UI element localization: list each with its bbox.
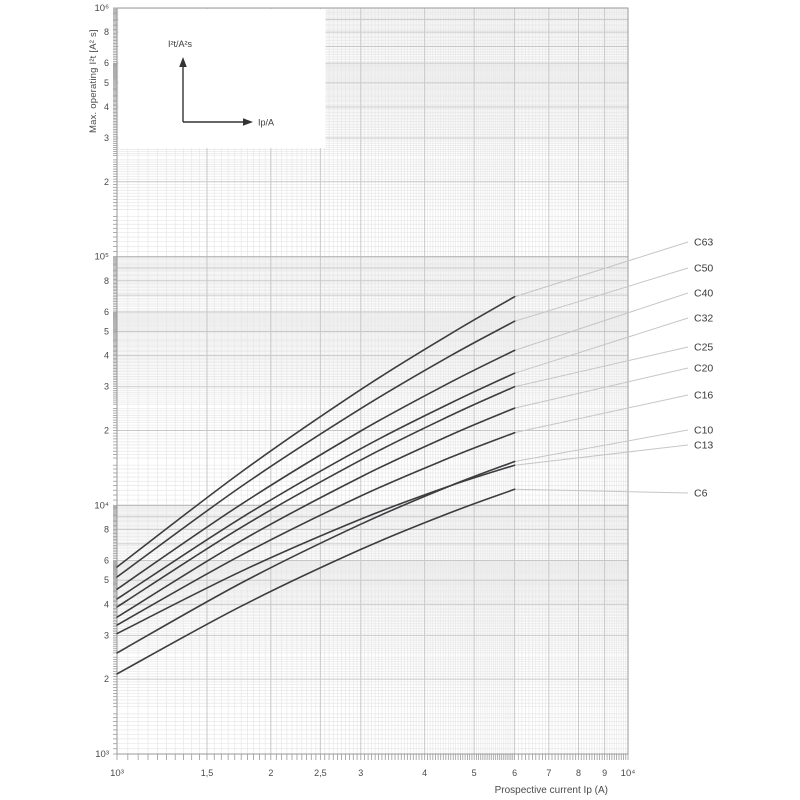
y-tick-label: 2 [104, 674, 109, 684]
curve-C50 [116, 320, 516, 578]
x-tick-label: 9 [602, 768, 607, 778]
curve-label-C40: C40 [694, 288, 713, 300]
decade-gridlines [117, 256, 628, 506]
y-tick-label: 2 [104, 425, 109, 435]
y-tick-label: 4 [104, 599, 109, 609]
y-tick-label: 2 [104, 177, 109, 187]
leader-line-C13 [514, 444, 689, 466]
y-tick-label: 5 [104, 78, 109, 88]
x-tick-label: 3 [358, 768, 363, 778]
y-tick-label: 6 [104, 555, 109, 565]
curves [116, 295, 516, 675]
inset-y-arrowhead-icon [179, 57, 187, 67]
curve-label-C13: C13 [694, 440, 713, 452]
y-tick-label: 3 [104, 133, 109, 143]
curve-C6 [116, 488, 516, 675]
leader-line-C16 [514, 394, 689, 434]
curve-label-C10: C10 [694, 425, 713, 437]
curve-label-C50: C50 [694, 263, 713, 275]
x-tick-label: 6 [512, 768, 517, 778]
curve-label-C20: C20 [694, 363, 713, 375]
y-tick-label: 10³ [95, 749, 109, 760]
y-tick-label: 8 [104, 27, 109, 37]
curve-label-C63: C63 [694, 237, 713, 249]
inset-x-arrowhead-icon [243, 118, 253, 126]
leader-line-C20 [514, 367, 689, 409]
y-tick-labels: 10⁶ 8 6 5 4 3 2 10⁵ 8 6 5 4 3 2 10⁴ 8 6 5 4 3 2 10³ [94, 3, 109, 760]
y-tick-label: 10⁶ [95, 3, 110, 14]
curve-C32 [116, 372, 516, 600]
y-tick-label: 5 [104, 575, 109, 585]
y-tick-label: 10⁵ [94, 252, 109, 263]
curve-C13 [116, 464, 516, 635]
curve-label-C32: C32 [694, 313, 713, 325]
inset-x-axis-label: Ip/A [258, 118, 274, 128]
y-tick-label: 3 [104, 382, 109, 392]
curve-C20 [116, 407, 516, 618]
leader-line-C63 [514, 241, 689, 298]
curve-label-C25: C25 [694, 342, 713, 354]
y-tick-label: 6 [104, 307, 109, 317]
x-axis-title: Prospective current Ip (A) [494, 785, 608, 796]
x-tick-label: 8 [576, 768, 581, 778]
y-tick-label: 3 [104, 630, 109, 640]
y-tick-label: 4 [104, 351, 109, 361]
curve-C16 [116, 431, 516, 626]
x-tick-label: 5 [472, 768, 477, 778]
leader-line-C6 [514, 488, 689, 494]
leader-line-C10 [514, 429, 689, 463]
leader-lines [514, 241, 689, 494]
leader-line-C40 [514, 292, 689, 351]
y-tick-label: 4 [104, 102, 109, 112]
axes-key-inset: I²t/A²s Ip/A [118, 9, 326, 148]
leader-line-C25 [514, 346, 689, 388]
y-tick-label: 8 [104, 276, 109, 286]
y-tick-label: 6 [104, 58, 109, 68]
curve-label-C6: C6 [694, 488, 708, 500]
leader-line-C32 [514, 317, 689, 374]
x-tick-label: 2 [268, 768, 273, 778]
y-tick-label: 10⁴ [94, 500, 109, 511]
curve-labels: C63 C50 C40 C32 C25 C20 C16 C10 C13 C6 [694, 237, 713, 500]
x-tick-label: 10³ [110, 768, 124, 779]
leader-line-C50 [514, 267, 689, 322]
y-tick-label: 5 [104, 327, 109, 337]
x-tick-label: 10⁴ [621, 768, 636, 779]
x-tick-label: 1,5 [201, 768, 214, 778]
x-tick-label: 4 [422, 768, 427, 778]
axis-ticks [113, 7, 629, 760]
y-tick-label: 8 [104, 524, 109, 534]
y-axis-title: Max. operating I²t [A² s] [88, 29, 99, 133]
inset-y-axis-label: I²t/A²s [168, 39, 192, 49]
x-tick-labels: 10³ 1,5 2 2,5 3 4 5 6 7 8 9 10⁴ [110, 768, 635, 779]
curve-C63 [116, 295, 516, 568]
x-tick-label: 7 [546, 768, 551, 778]
curve-label-C16: C16 [694, 390, 713, 402]
axes-key-background [118, 9, 326, 148]
curve-C25 [116, 385, 516, 608]
x-tick-label: 2,5 [314, 768, 327, 778]
plot-frame [116, 7, 629, 755]
curve-C40 [116, 349, 516, 590]
